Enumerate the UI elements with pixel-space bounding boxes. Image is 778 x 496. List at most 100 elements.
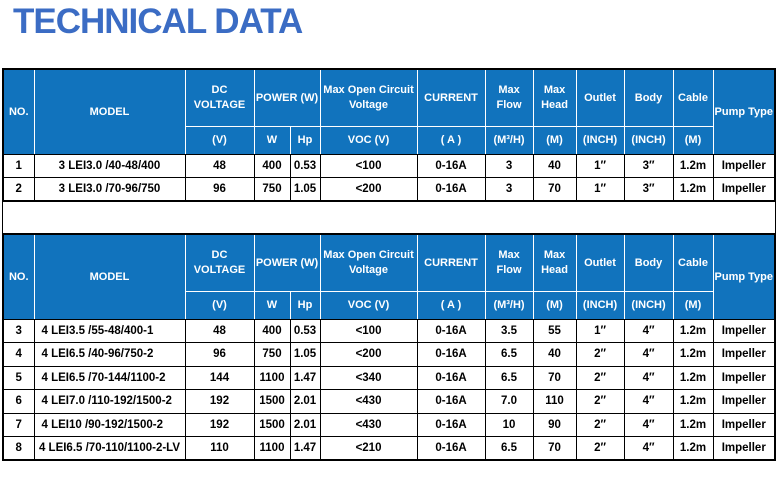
unit-max-head: (M) — [532, 290, 577, 320]
data-cell: 7 — [2, 412, 35, 437]
data-cell: 90 — [532, 412, 577, 437]
unit-power-w: W — [253, 125, 291, 155]
col-current: CURRENT — [416, 68, 486, 127]
data-cell: 1100 — [253, 365, 291, 390]
data-cell: 55 — [532, 318, 577, 343]
model-cell: 4 LEI6.5 /40-96/750-2 — [33, 342, 186, 367]
data-cell: Impeller — [712, 318, 776, 343]
data-cell: 1500 — [253, 389, 291, 414]
col-pump-type: Pump Type — [712, 233, 776, 320]
data-cell: 70 — [532, 365, 577, 390]
data-cell: <100 — [319, 153, 418, 178]
unit-cable: (M) — [672, 125, 714, 155]
data-cell: 2″ — [575, 342, 625, 367]
data-cell: 0.53 — [289, 318, 321, 343]
model-cell: 4 LEI3.5 /55-48/400-1 — [33, 318, 186, 343]
data-cell: Impeller — [712, 436, 776, 461]
data-cell: 5 — [2, 365, 35, 390]
data-cell: 1″ — [575, 177, 625, 202]
data-cell: 3 — [2, 318, 35, 343]
data-cell: 2″ — [575, 389, 625, 414]
model-cell: 4 LEI6.5 /70-110/1100-2-LV — [33, 436, 186, 461]
data-cell: 1.47 — [289, 365, 321, 390]
data-cell: 4″ — [623, 365, 674, 390]
data-cell: <200 — [319, 342, 418, 367]
col-cable: Cable — [672, 68, 714, 127]
data-cell: 4 — [2, 342, 35, 367]
col-max-open-circuit-voltage: Max Open Circuit Voltage — [319, 233, 418, 292]
table-separator — [2, 202, 776, 233]
data-cell: 3 — [484, 177, 534, 202]
unit-power-w: W — [253, 290, 291, 320]
data-cell: 3″ — [623, 177, 674, 202]
table-2-header: NO. MODEL DC VOLTAGE POWER (W) Max Open … — [2, 233, 776, 320]
tables-wrap: NO. MODEL DC VOLTAGE POWER (W) Max Open … — [2, 68, 777, 461]
data-cell: 70 — [532, 436, 577, 461]
unit-max-flow: (M³/H) — [484, 125, 534, 155]
unit-current: ( A ) — [416, 125, 486, 155]
data-cell: 96 — [184, 177, 255, 202]
col-no: NO. — [2, 68, 35, 155]
data-cell: <210 — [319, 436, 418, 461]
unit-power-hp: Hp — [289, 290, 321, 320]
data-cell: 6.5 — [484, 342, 534, 367]
data-cell: 4″ — [623, 342, 674, 367]
data-cell: Impeller — [712, 177, 776, 202]
col-max-head: Max Head — [532, 233, 577, 292]
data-cell: <430 — [319, 389, 418, 414]
data-cell: Impeller — [712, 153, 776, 178]
unit-power-hp: Hp — [289, 125, 321, 155]
data-cell: 110 — [184, 436, 255, 461]
data-cell: 2.01 — [289, 389, 321, 414]
unit-current: ( A ) — [416, 290, 486, 320]
data-cell: 1″ — [575, 153, 625, 178]
data-cell: 0-16A — [416, 412, 486, 437]
col-max-flow: Max Flow — [484, 68, 534, 127]
data-cell: 1.2m — [672, 365, 714, 390]
data-cell: <430 — [319, 412, 418, 437]
unit-outlet: (INCH) — [575, 125, 625, 155]
data-cell: 1100 — [253, 436, 291, 461]
data-cell: 1.2m — [672, 342, 714, 367]
data-cell: <340 — [319, 365, 418, 390]
data-cell: 8 — [2, 436, 35, 461]
data-cell: Impeller — [712, 412, 776, 437]
data-cell: 1.2m — [672, 412, 714, 437]
col-dc-voltage: DC VOLTAGE — [184, 233, 255, 292]
data-cell: 0-16A — [416, 342, 486, 367]
col-dc-voltage: DC VOLTAGE — [184, 68, 255, 127]
data-cell: <200 — [319, 177, 418, 202]
data-cell: 144 — [184, 365, 255, 390]
col-body: Body — [623, 233, 674, 292]
data-cell: 0-16A — [416, 318, 486, 343]
data-cell: 96 — [184, 342, 255, 367]
data-cell: 1.2m — [672, 177, 714, 202]
data-cell: 1.2m — [672, 389, 714, 414]
data-cell: 4″ — [623, 389, 674, 414]
page-title: TECHNICAL DATA — [13, 2, 303, 41]
col-outlet: Outlet — [575, 68, 625, 127]
unit-voc: VOC (V) — [319, 290, 418, 320]
data-cell: 3″ — [623, 153, 674, 178]
col-model: MODEL — [33, 68, 186, 155]
data-cell: 1.47 — [289, 436, 321, 461]
data-cell: 1.2m — [672, 153, 714, 178]
data-cell: 1500 — [253, 412, 291, 437]
technical-data-table-1: NO. MODEL DC VOLTAGE POWER (W) Max Open … — [2, 68, 777, 202]
data-cell: 0-16A — [416, 153, 486, 178]
data-cell: 1″ — [575, 318, 625, 343]
unit-cable: (M) — [672, 290, 714, 320]
col-model: MODEL — [33, 233, 186, 320]
data-cell: 1.05 — [289, 342, 321, 367]
data-cell: 192 — [184, 412, 255, 437]
data-cell: 48 — [184, 318, 255, 343]
unit-body: (INCH) — [623, 290, 674, 320]
